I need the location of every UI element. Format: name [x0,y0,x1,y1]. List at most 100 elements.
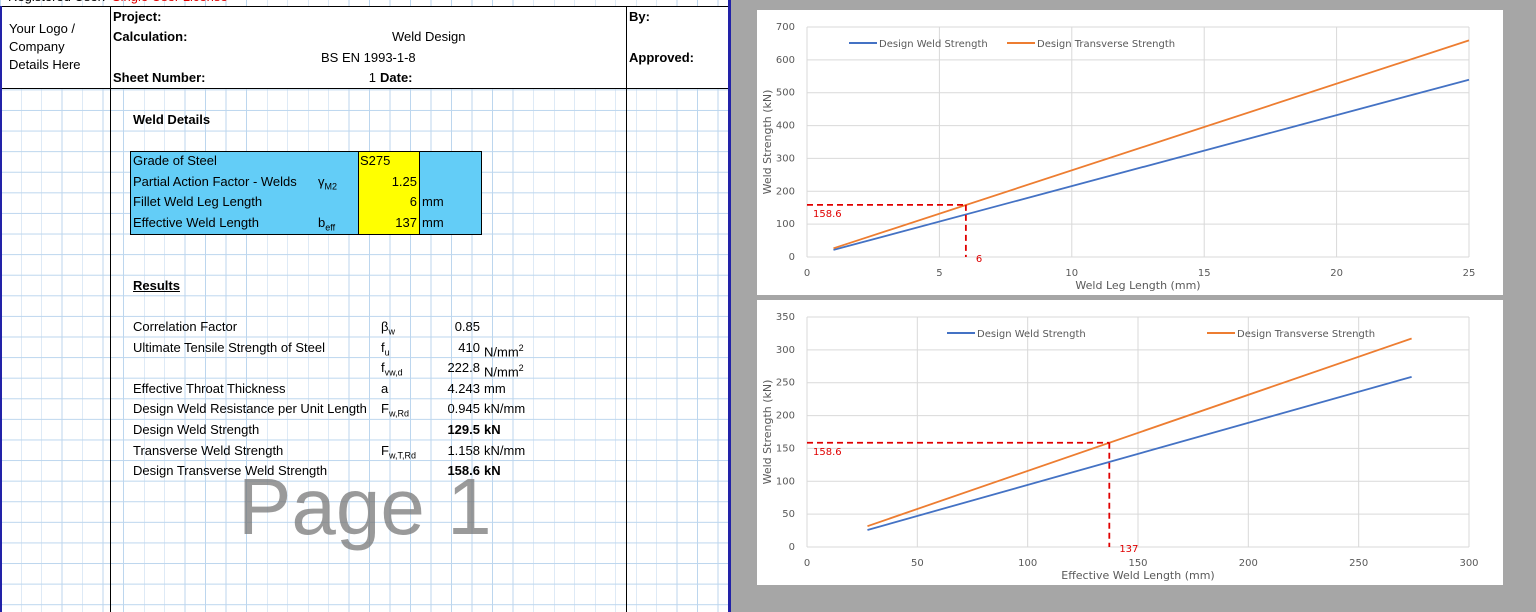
symbol-main: f [381,339,385,355]
unit: kN [484,463,501,479]
label: Partial Action Factor - Welds [133,173,297,189]
y-tick-label: 0 [789,542,795,553]
symbol-main: F [381,442,389,458]
unit-main: N/mm [484,364,519,380]
symbol-sub: w,Rd [388,408,409,419]
unit-sup: 2 [518,363,524,374]
symbol-main: β [381,319,389,334]
label: Project: [113,9,162,24]
symbol-sub: eff [325,222,336,233]
y-tick-label: 500 [776,88,795,99]
annotation-label: 158.6 [813,447,842,458]
y-tick-label: 600 [776,55,795,66]
top-bar-user: Registered User: [8,0,106,7]
standard: BS EN 1993-1-8 [321,50,416,65]
watermark: Page 1 [238,462,492,551]
symbol-main: a [381,380,389,396]
label: Design Weld Strength [133,422,260,437]
section-title: Results [133,278,180,293]
legend-label: Design Transverse Strength [1237,329,1375,340]
x-tick-label: 5 [936,268,942,279]
result-value: 0.945 [447,401,480,417]
rule [110,6,111,612]
y-tick-label: 400 [776,121,795,132]
symbol-sub: M2 [324,181,338,192]
x-tick-label: 20 [1330,268,1343,279]
y-tick-label: 350 [776,312,795,323]
header-area [2,6,728,88]
unit: mm [484,380,506,396]
y-tick-label: 250 [776,378,795,389]
logo-text: Company [9,39,65,54]
symbol-sub: vw,d [384,367,403,378]
label: Calculation: [113,29,188,44]
series-line [833,78,1470,251]
symbol: fvw,d [381,358,403,383]
chart: 0 100 200 300 400 500 600 700 0 5 10 15 20 25 Weld Leg… [757,10,1503,295]
x-tick-label: 0 [804,268,810,279]
symbol: beff [318,213,335,238]
unit: kN/mm [484,442,526,458]
symbol: a [381,379,388,399]
label: Transverse Weld Strength [133,442,284,458]
logo-text: Your Logo / [9,21,76,36]
symbol-main: f [381,360,385,376]
label: Effective Throat Thickness [133,380,286,396]
x-tick-label: 100 [1018,558,1037,569]
y-axis-title: Weld Strength (kN) [761,380,774,485]
sheet-number: 1 [368,70,376,85]
y-tick-label: 100 [776,476,795,487]
y-tick-label: 700 [776,22,795,33]
x-tick-label: 200 [1239,558,1258,569]
x-tick-label: 150 [1128,558,1147,569]
symbol: fu [381,338,390,363]
symbol-main: F [381,401,389,417]
input-value: S275 [360,153,391,168]
y-axis-title: Weld Strength (kN) [761,90,774,195]
symbol-main: γ [318,173,325,189]
annotation-label: 158.6 [813,209,842,220]
series-line [867,375,1412,531]
rule [728,0,731,612]
label: Sheet Number: [113,70,206,85]
input-value: 6 [409,194,417,210]
unit: mm [422,214,444,230]
x-tick-label: 0 [804,558,810,569]
x-tick-label: 300 [1459,558,1478,569]
result-value: 1.158 [447,442,480,458]
annotation-label: 6 [976,254,982,265]
annotation-label: 137 [1119,544,1138,555]
y-tick-label: 200 [776,186,795,197]
legend-label: Design Weld Strength [977,329,1086,340]
x-axis-title: Effective Weld Length (mm) [1061,569,1214,582]
unit-sup: 2 [518,342,524,353]
rule [0,6,2,612]
x-tick-label: 250 [1349,558,1368,569]
label: Ultimate Tensile Strength of Steel [133,339,325,355]
rule [626,6,627,612]
legend-label: Design Transverse Strength [1037,39,1175,50]
unit: mm [422,194,444,210]
symbol-sub: w [388,326,395,337]
input-cells [358,152,420,234]
label: Correlation Factor [133,319,238,334]
result-value: 0.85 [454,319,480,334]
label: Design Transverse Weld Strength [133,463,328,479]
result-value: 410 [458,339,480,355]
symbol-sub: u [384,347,390,358]
symbol: βw [381,317,395,342]
label: By: [629,9,650,24]
spreadsheet: Registered User: Single User License Your … [0,0,731,612]
chart: 0 50 100 150 200 250 300 350 0 50 100 150 200 250 300 E… [757,300,1503,585]
y-tick-label: 50 [782,509,795,520]
label: Date: [380,70,413,85]
result-value: 222.8 [447,360,480,376]
x-tick-label: 15 [1198,268,1211,279]
symbol-main: b [318,214,326,230]
x-tick-label: 10 [1065,268,1078,279]
x-tick-label: 25 [1463,268,1476,279]
y-tick-label: 0 [789,252,795,263]
symbol-sub: w,T,Rd [388,450,416,461]
result-value: 129.5 [447,422,480,437]
